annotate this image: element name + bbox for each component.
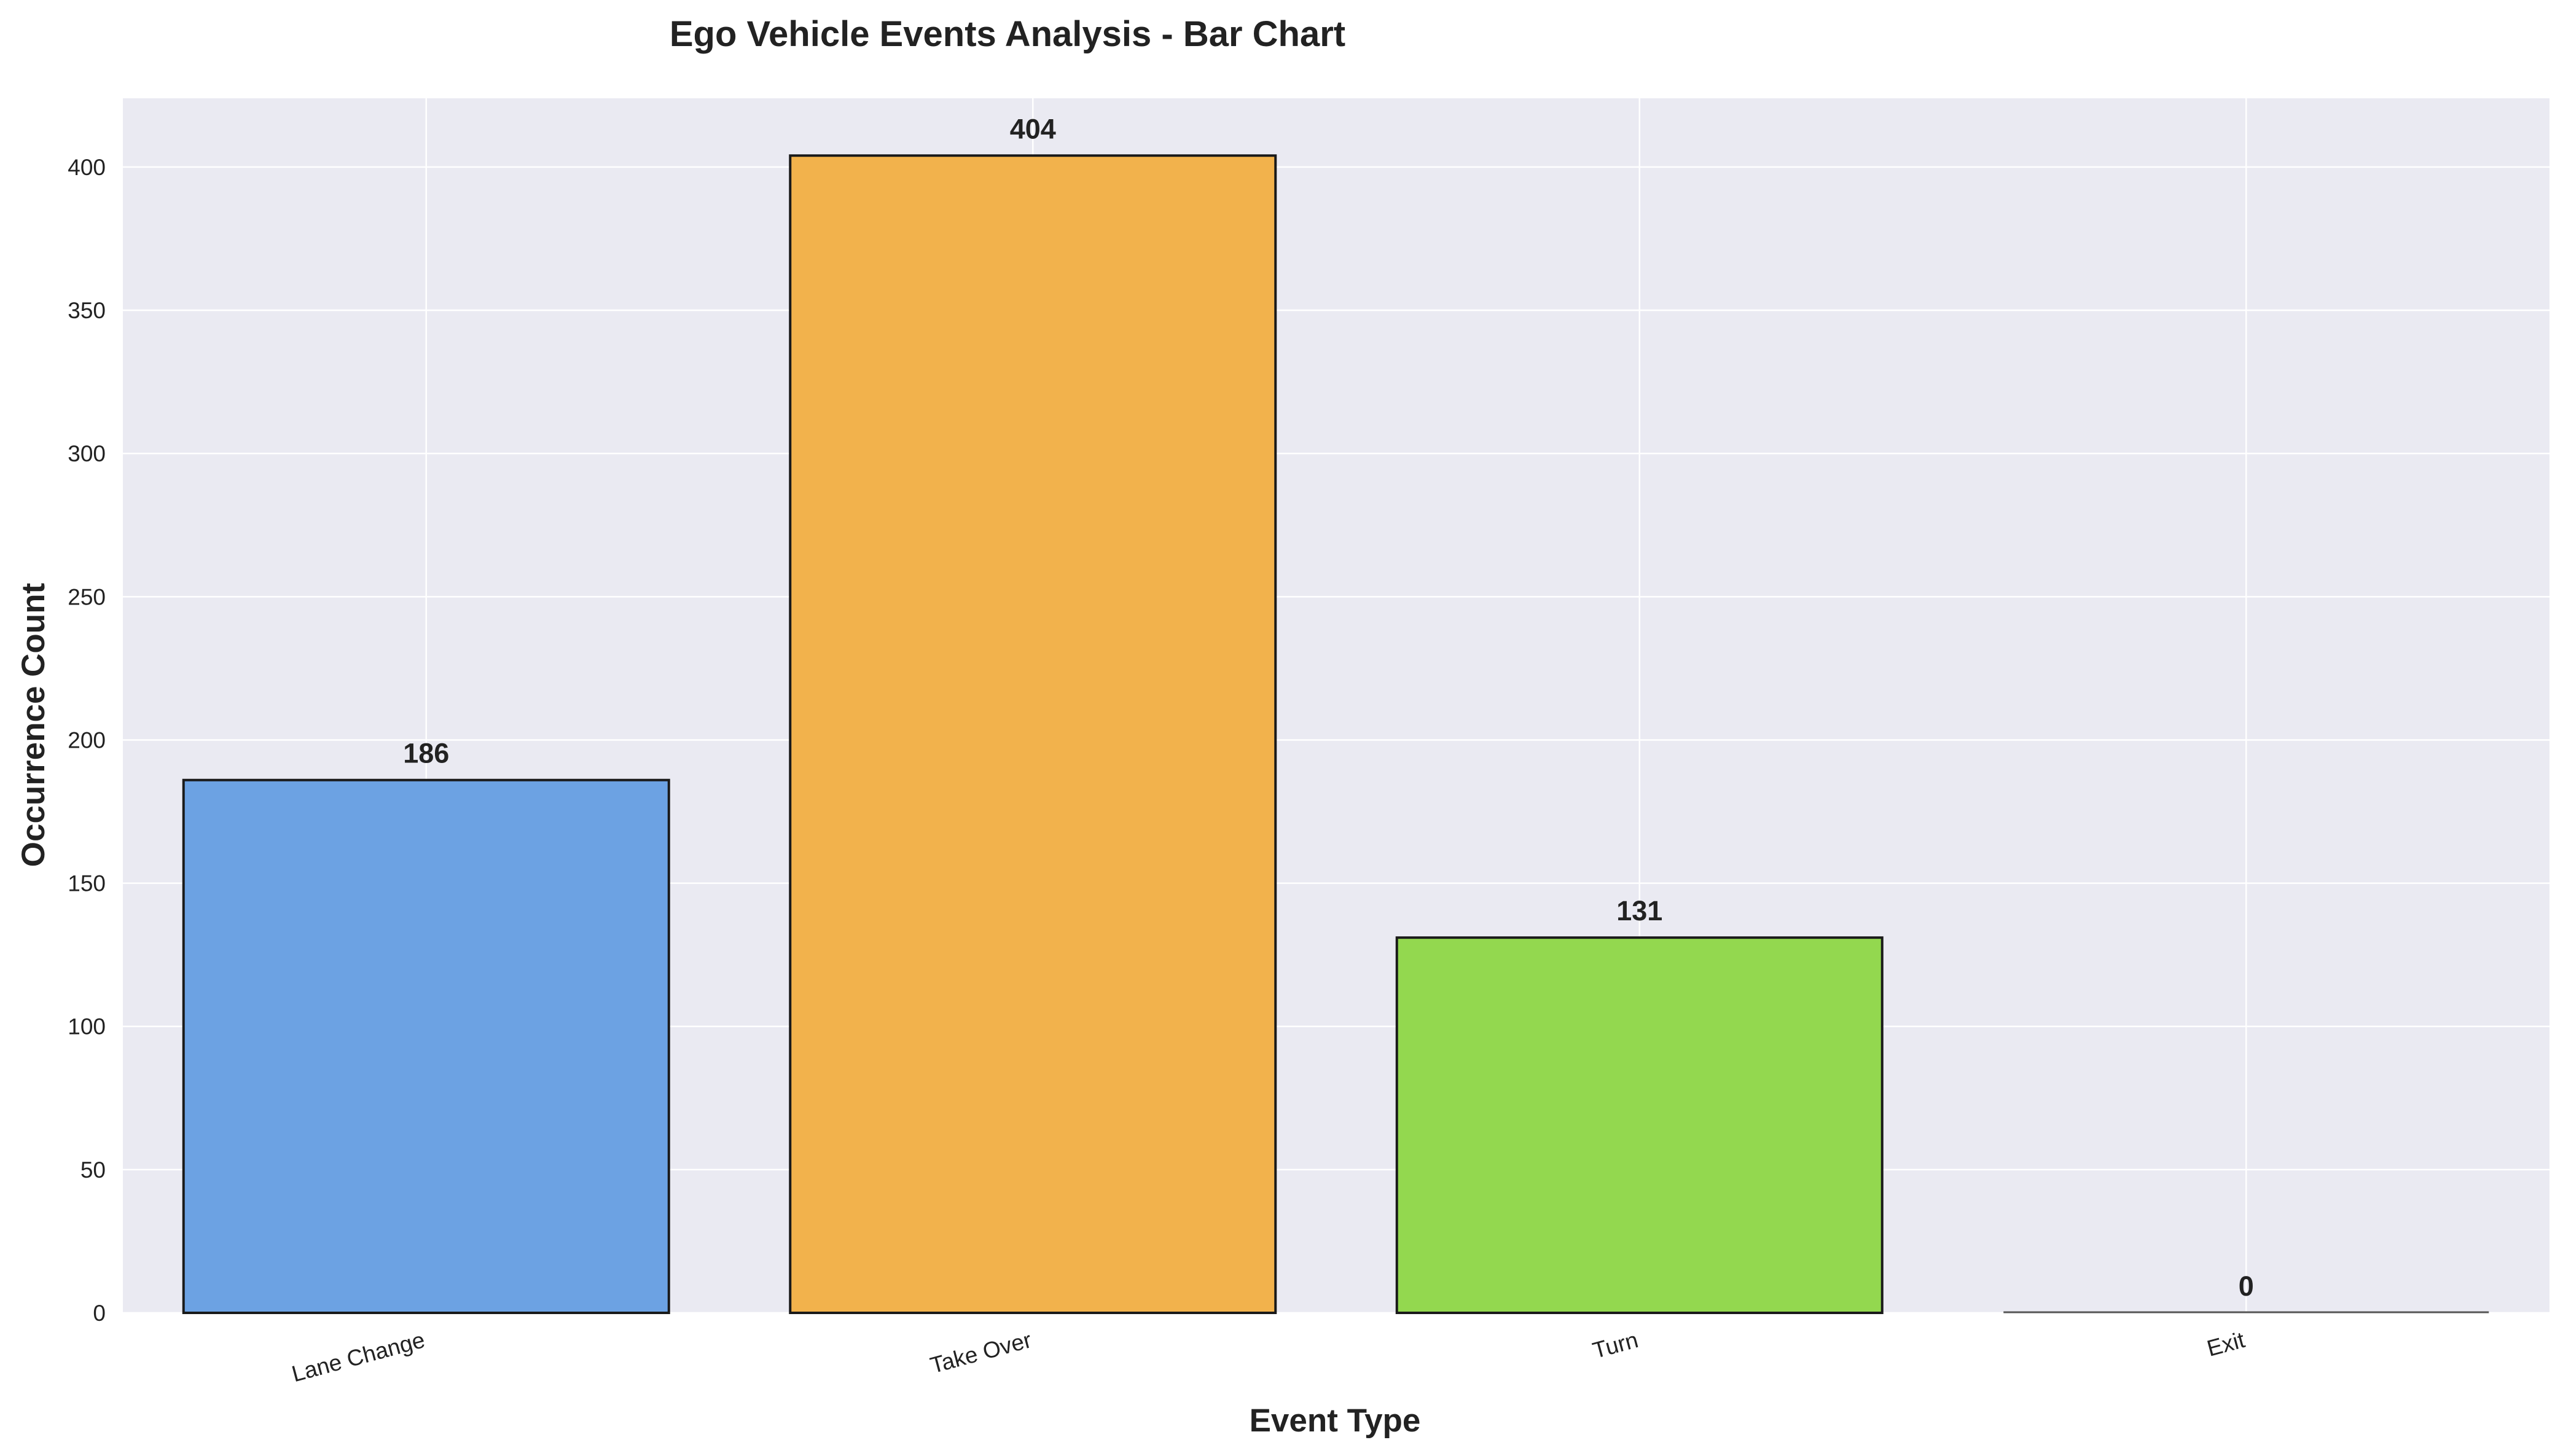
y-tick-label: 150 <box>68 871 106 896</box>
x-axis-label: Event Type <box>1250 1403 1421 1439</box>
chart-title: Ego Vehicle Events Analysis - Bar Chart <box>670 14 1345 54</box>
data-labels: 186 404 131 0 <box>403 113 2254 1302</box>
data-label: 131 <box>1616 895 1662 926</box>
y-tick-label: 350 <box>68 298 106 323</box>
y-tick-label: 0 <box>93 1301 106 1326</box>
y-tick-label: 100 <box>68 1014 106 1039</box>
y-tick-label: 400 <box>68 155 106 180</box>
bars <box>182 154 2489 1315</box>
y-tick-label: 50 <box>80 1157 106 1183</box>
bar-turn <box>1395 936 1884 1315</box>
data-label: 404 <box>1010 113 1056 144</box>
y-tick-label: 200 <box>68 727 106 753</box>
bar-take-over <box>789 154 1277 1314</box>
bar-lane-change <box>182 778 670 1314</box>
y-axis-ticks: 0 50 100 150 200 250 300 350 400 <box>68 155 106 1326</box>
y-tick-label: 300 <box>68 441 106 466</box>
data-label: 0 <box>2239 1270 2254 1302</box>
y-tick-label: 250 <box>68 584 106 609</box>
data-label: 186 <box>403 738 449 769</box>
y-axis-label: Occurrence Count <box>15 583 52 867</box>
